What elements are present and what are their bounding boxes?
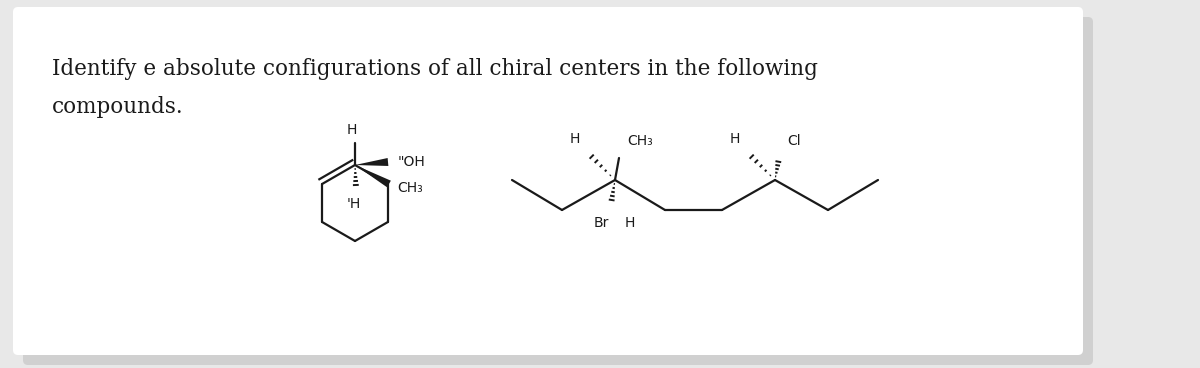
Text: CH₃: CH₃	[397, 181, 422, 195]
Text: Cl: Cl	[787, 134, 800, 148]
Text: "OH: "OH	[398, 155, 426, 169]
Text: Identify e absolute configurations of all chiral centers in the following: Identify e absolute configurations of al…	[52, 58, 818, 80]
FancyBboxPatch shape	[13, 7, 1084, 355]
Polygon shape	[355, 158, 389, 166]
Text: H: H	[625, 216, 635, 230]
FancyBboxPatch shape	[23, 17, 1093, 365]
Text: compounds.: compounds.	[52, 96, 184, 118]
Text: H: H	[570, 132, 580, 146]
Polygon shape	[355, 165, 391, 187]
Text: Br: Br	[594, 216, 610, 230]
Text: H: H	[730, 132, 740, 146]
Text: 'H: 'H	[347, 197, 361, 211]
Text: CH₃: CH₃	[628, 134, 653, 148]
Text: H: H	[347, 123, 358, 137]
